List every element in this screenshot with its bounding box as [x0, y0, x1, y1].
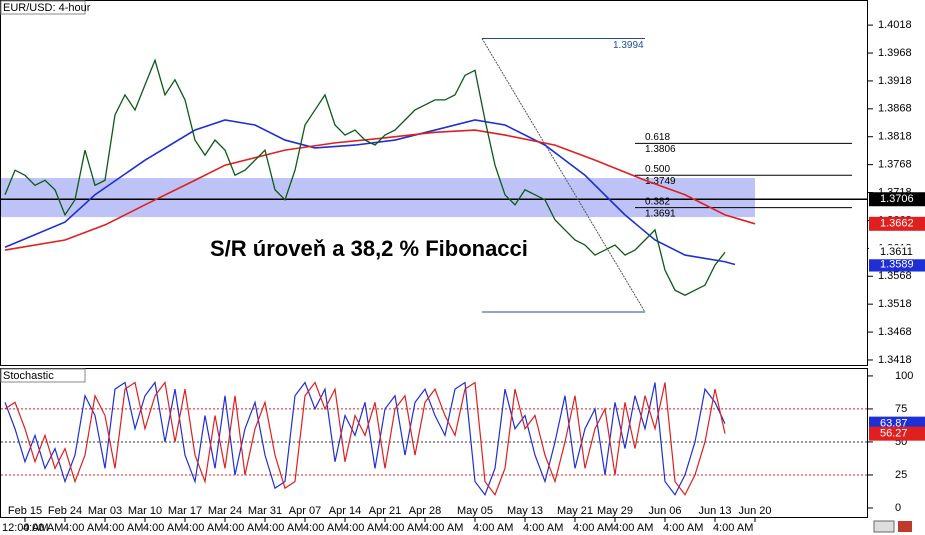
y-tick-label: 1.3868 [878, 103, 912, 115]
line [4, 129, 756, 251]
time-label: 4:00 AM [423, 522, 463, 534]
fib-price: 1.3691 [645, 208, 676, 219]
time-label: 4:00 AM [343, 522, 383, 534]
x-tick-label: Mar 17 [168, 505, 202, 517]
x-tick-label: May 21 [557, 505, 593, 517]
time-label: 4:00 AM [223, 522, 263, 534]
title-box [0, 368, 86, 383]
value-box-label: 63.87 [880, 418, 908, 430]
x-tick-label: Jun 20 [738, 505, 771, 517]
x-tick-label: May 13 [507, 505, 543, 517]
price-box-label: 1.3611 [880, 246, 913, 258]
y-tick-label: 1.4018 [878, 19, 912, 31]
y-tick-label: 1.3968 [878, 47, 912, 59]
price-box [869, 216, 925, 231]
y-tick-label: 1.3768 [878, 159, 912, 171]
y-tick-label: 75 [895, 403, 907, 415]
line [4, 381, 726, 496]
x-tick-label: Mar 03 [88, 505, 122, 517]
y-tick-label: 25 [895, 469, 907, 481]
y-tick-label: 1.3918 [878, 75, 912, 87]
x-tick-label: Apr 14 [329, 505, 361, 517]
x-tick-label: May 29 [597, 505, 633, 517]
time-label: 4:00 AM [103, 522, 143, 534]
annotation: S/R úroveň a 38,2 % Fibonacci [210, 236, 528, 261]
time-label: 4:00 AM [713, 522, 753, 534]
price-box-label: 1.3662 [880, 218, 914, 230]
time-label: 4:00 AM [143, 522, 183, 534]
fib-ratio: 0.500 [645, 164, 670, 175]
title-box [0, 0, 86, 15]
main-panel [0, 0, 868, 366]
price-box-label: 1.3706 [880, 193, 914, 205]
time-label: 4:00 AM [663, 522, 703, 534]
time-label: 12:00 AM [2, 522, 48, 534]
y-tick-label: 1.3818 [878, 131, 912, 143]
x-tick-label: May 05 [457, 505, 493, 517]
time-label: 4:00 AM [63, 522, 103, 534]
time-label: 4:00 AM [23, 522, 63, 534]
x-tick-label: Feb 24 [48, 505, 82, 517]
fib-line [481, 38, 646, 313]
scroll-icon[interactable] [873, 520, 895, 533]
fib-price: 1.3749 [645, 176, 676, 187]
y-tick-label: 100 [895, 370, 913, 382]
y-tick-label: 1.3568 [878, 270, 912, 282]
panel-title: Stochastic [3, 370, 54, 382]
line [4, 58, 726, 296]
fib-ratio: 0.618 [645, 132, 670, 143]
fib-ratio: 0.382 [645, 196, 670, 207]
x-tick-label: Jun 06 [648, 505, 681, 517]
y-tick-label: 0 [895, 502, 901, 514]
x-tick-label: Apr 07 [289, 505, 321, 517]
x-tick-label: Apr 28 [409, 505, 441, 517]
time-label: 4:00 AM [183, 522, 223, 534]
time-label: 4:00 AM [613, 522, 653, 534]
x-tick-label: Mar 31 [248, 505, 282, 517]
line [4, 381, 726, 496]
y-tick-label: 1.3418 [878, 354, 912, 366]
panel-title: EUR/USD: 4-hour [3, 2, 91, 14]
x-tick-label: Feb 15 [8, 505, 42, 517]
line [4, 119, 736, 266]
time-label: 4:00 AM [573, 522, 613, 534]
fib-price: 1.3806 [645, 144, 676, 155]
time-label: 4:00 AM [473, 522, 513, 534]
sr-zone [1, 178, 755, 218]
price-box-label: 1.3589 [880, 258, 914, 270]
time-label: 4:00 AM [263, 522, 303, 534]
time-label: 4:00 AM [383, 522, 423, 534]
x-tick-label: Mar 24 [208, 505, 242, 517]
x-tick-label: Mar 10 [128, 505, 162, 517]
value-box [869, 426, 925, 441]
price-box [869, 245, 925, 260]
stochastic-panel [0, 368, 868, 518]
y-tick-label: 1.3518 [878, 298, 912, 310]
time-label: 4:00 AM [523, 522, 563, 534]
price-box [869, 257, 925, 272]
fib-start-label: 1.3994 [613, 40, 644, 51]
close-icon[interactable] [898, 521, 912, 532]
y-tick-label: 1.3468 [878, 326, 912, 338]
value-box-label: 56.27 [880, 428, 908, 440]
time-label: 4:00 AM [303, 522, 343, 534]
x-tick-label: Apr 21 [369, 505, 401, 517]
price-box [869, 192, 925, 207]
x-tick-label: Jun 13 [698, 505, 731, 517]
